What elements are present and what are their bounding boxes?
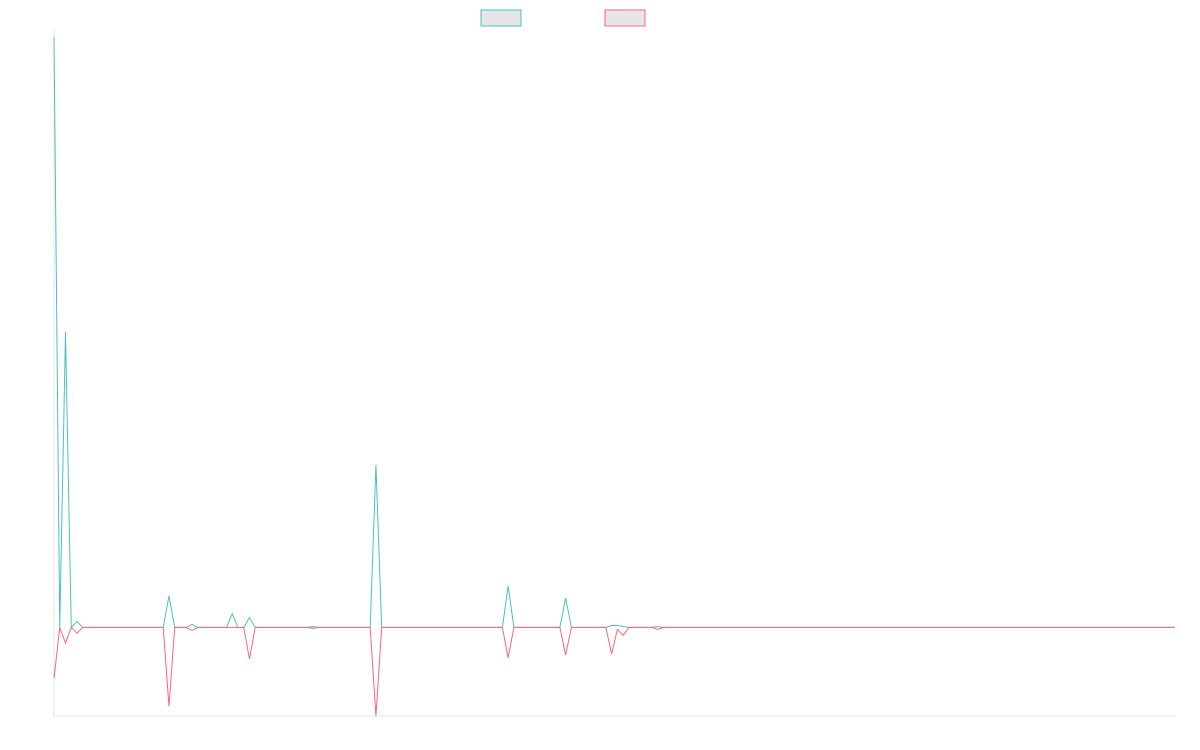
legend-swatch-series-2[interactable] xyxy=(604,9,646,27)
series-line-2 xyxy=(53,626,1175,717)
legend xyxy=(480,9,646,27)
legend-swatch-series-1[interactable] xyxy=(480,9,522,27)
series-line-1 xyxy=(53,36,1175,629)
series-layer xyxy=(53,36,1175,717)
axes xyxy=(53,30,1175,717)
